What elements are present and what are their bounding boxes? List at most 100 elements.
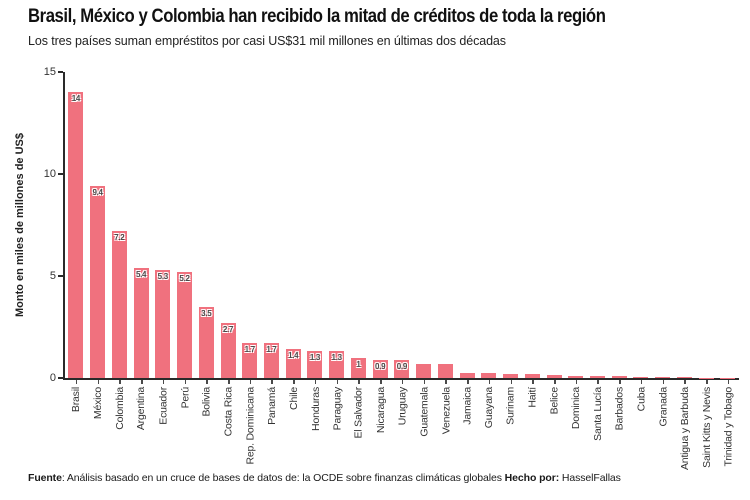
x-tick-mark [640,380,643,384]
source-label: Fuente [28,472,62,484]
bar-column: Dominica [565,72,587,429]
y-tick-label: 0 [49,372,56,384]
y-tick-mark [58,71,63,73]
bar [524,373,540,378]
bar-value-label: 1 [356,359,361,369]
bar [568,375,584,378]
x-tick-mark [423,380,426,384]
x-tick-mark [488,380,491,384]
bar-value-label: 3.5 [201,308,212,318]
x-category-label: Surinam [505,387,518,425]
source-note: Fuente: Análisis basado en un cruce de b… [28,472,621,484]
bar-column: 9.4 México [87,72,109,419]
x-tick-mark [97,380,100,384]
bar [676,377,692,378]
y-tick-label: 5 [49,270,56,282]
x-tick-mark [597,380,599,384]
bar-column: Cuba [630,72,652,411]
bar: 9.4 [90,186,106,378]
bar [589,375,605,378]
bar-column: 1.3 Honduras [304,72,326,431]
x-tick-mark [75,380,78,384]
x-category-label: Panamá [265,387,278,425]
bar-column: 5.2 Perú [174,72,196,408]
x-tick-mark [401,380,404,384]
x-category-label: Santa Lucía [592,387,604,441]
source-text: : Análisis basado en un cruce de bases d… [61,472,505,484]
x-tick-mark [532,380,534,384]
x-category-label: México [92,387,105,420]
bar-column: Venezuela [434,72,456,434]
bar-column: Jamaica [456,72,478,425]
y-tick-mark [58,377,63,379]
x-category-label: Guayana [483,387,496,429]
bar-value-label: 0.9 [396,361,408,371]
x-category-label: Rep. Dominicana [244,387,257,465]
x-category-label: Barbados [613,387,626,431]
bar [503,373,519,378]
bar-value-label: 9.4 [92,188,103,198]
credit-label: Hecho por: [504,472,560,484]
x-category-label: Chile [287,387,300,410]
x-category-label: Costa Rica [222,387,235,437]
bar-column: Guatemala [413,72,435,437]
bar-column: Barbados [608,72,630,430]
x-category-label: Guatemala [418,387,431,437]
bar-value-label: 5.4 [135,269,147,279]
x-category-label: Brasil [70,387,83,413]
x-category-label: Jamaica [461,387,474,425]
bar [481,372,497,378]
y-tick-label: 15 [43,66,56,78]
x-category-label: Venezuela [439,387,452,435]
bar: 3.5 [198,306,214,378]
x-tick-mark [228,380,230,384]
bar: 7.2 [111,231,127,378]
x-category-label: Cuba [635,387,648,412]
bar-column: 7.2 Colombia [108,72,130,430]
x-tick-mark [119,380,121,384]
x-category-label: El Salvador [352,387,365,439]
bar: 1.3 [329,351,345,378]
bar: 0.9 [372,359,388,378]
bar-column: 1.7 Panamá [261,72,283,425]
bar-column: 5.4 Argentina [130,72,152,430]
y-axis-title: Monto en miles de millones de US$ [14,133,26,317]
bar: 5.3 [155,269,171,378]
bar-value-label: 2.7 [222,324,234,334]
x-tick-mark [314,380,317,384]
x-category-label: Argentina [135,387,148,431]
bar-column: Santa Lucía [587,72,609,441]
bar-column: Surinam [500,72,522,425]
x-tick-mark [206,380,208,384]
x-category-label: Bolivia [200,387,213,417]
x-category-label: Paraguay [331,387,344,431]
x-tick-mark [619,380,621,384]
bar-chart-plot-area: 0 5 10 15 14 Brasil 9.4 México 7.2 Colombia… [44,66,739,470]
bar: 1.7 [242,343,258,378]
bar-value-label: 1.3 [331,353,343,363]
bar-column: Haití [521,72,543,408]
x-tick-mark [336,380,339,384]
x-category-label: Perú [179,387,192,409]
bar-column: 14 Brasil [65,72,87,412]
y-axis: 0 5 10 15 [44,66,739,384]
bar-value-label: 7.2 [114,233,125,243]
bar-column: Guayana [478,72,500,428]
credit-text: HasselFallas [559,472,621,484]
x-category-label: Saint Kitts y Nevis [700,387,713,468]
page-subtitle: Los tres países suman empréstitos por ca… [28,34,506,48]
x-category-label: Ecuador [157,387,170,425]
y-tick-mark [58,173,63,175]
bar-column: 0.9 Uruguay [391,72,413,425]
bar: 1.7 [263,343,279,378]
bar [437,363,453,378]
x-category-label: Haití [526,387,539,408]
bar-column: 5.3 Ecuador [152,72,174,425]
bar [416,363,432,378]
x-category-label: Dominica [570,387,583,430]
bar-value-label: 0.9 [375,361,386,371]
x-tick-mark [380,380,382,384]
bar-column: 1.3 Paraguay [326,72,348,430]
bar: 1 [350,357,366,378]
x-category-label: Trinidad y Tobago [722,387,735,467]
